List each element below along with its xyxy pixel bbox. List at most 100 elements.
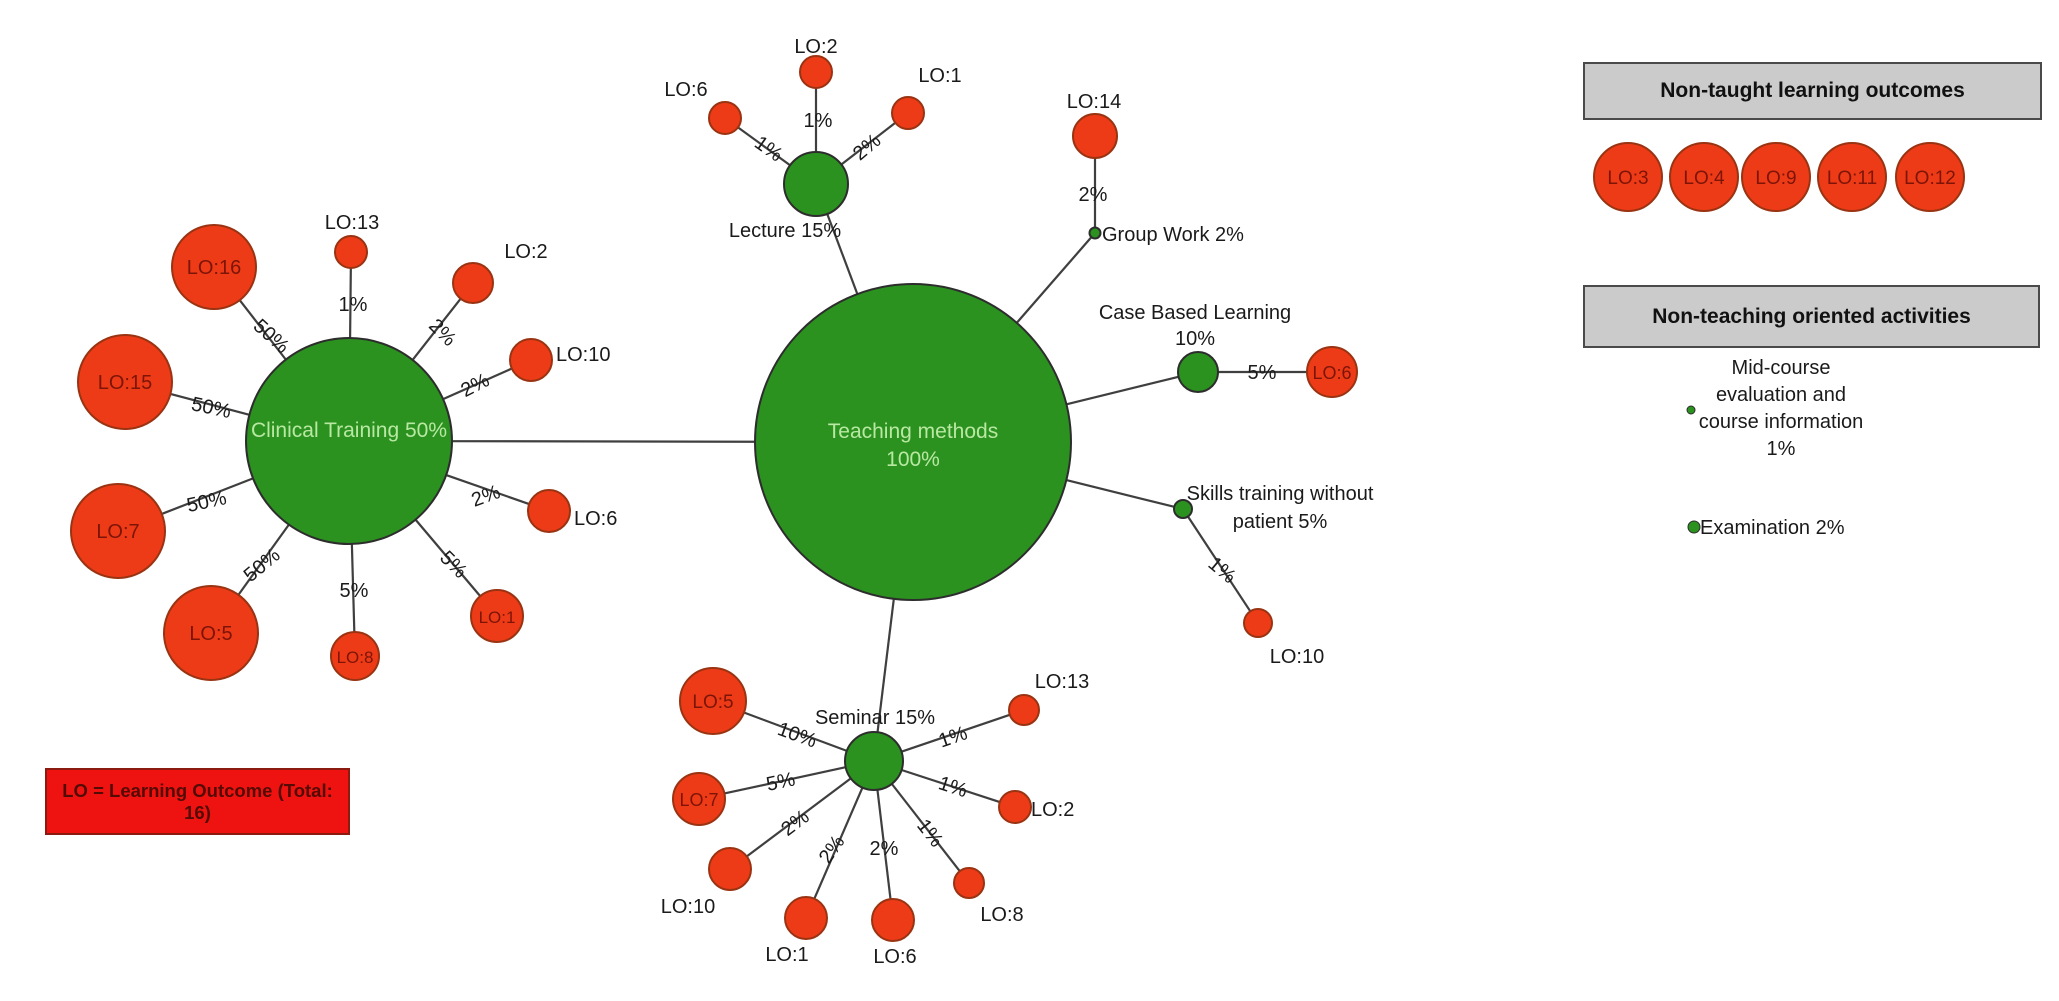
node-g14 <box>1072 113 1118 159</box>
non-teaching-header: Non-teaching oriented activities <box>1583 285 2040 348</box>
edge-label: 1% <box>750 132 786 167</box>
edge-teaching-groupwork <box>1015 236 1093 324</box>
edge-label: 5% <box>1248 362 1277 384</box>
node-label-se2: LO:2 <box>1031 799 1074 821</box>
node-label-l1: LO:1 <box>918 65 961 87</box>
node-label-c8: LO:8 <box>337 648 374 667</box>
edge-teaching-seminar <box>876 598 895 733</box>
mid-course-evaluation-label: 1% <box>1767 438 1796 460</box>
node-c1 <box>470 589 524 643</box>
edge-clinical-c2 <box>411 298 462 361</box>
non-taught-outcome-1 <box>1593 142 1663 212</box>
examination-label: Examination 2% <box>1700 517 1845 539</box>
edge-seminar-se8 <box>890 783 961 872</box>
edge-label: 1% <box>1204 553 1240 589</box>
node-teaching <box>754 283 1072 601</box>
node-label-groupwork: Group Work 2% <box>1102 224 1244 246</box>
node-label-seminar: Seminar 15% <box>815 707 935 729</box>
node-label-se7: LO:7 <box>679 790 718 810</box>
non-taught-outcome-label: LO:4 <box>1683 168 1725 189</box>
node-se2 <box>998 790 1032 824</box>
edge-seminar-se5 <box>743 711 848 752</box>
edge-layer <box>161 88 1307 900</box>
non-teaching-title: Non-teaching oriented activities <box>1652 304 1971 328</box>
examination-dot <box>1687 520 1701 534</box>
non-taught-outcome-label: LO:3 <box>1607 168 1648 189</box>
node-label-skills: Skills training without <box>1187 483 1374 505</box>
edge-label: 50% <box>189 393 233 423</box>
edge-label: 5% <box>764 768 797 796</box>
node-label-se6: LO:6 <box>873 946 916 968</box>
edge-seminar-se7 <box>724 766 846 795</box>
node-se7 <box>672 772 726 826</box>
node-label-c5: LO:5 <box>189 623 232 645</box>
node-c7 <box>70 483 166 579</box>
edge-seminar-se1 <box>813 787 864 900</box>
node-label-clinical: Clinical Training 50% <box>251 419 447 442</box>
legend-note: LO = Learning Outcome (Total: 16) <box>45 768 350 835</box>
edge-label: 10% <box>774 718 819 752</box>
node-label-cbl: Case Based Learning <box>1099 302 1291 324</box>
node-c2 <box>452 262 494 304</box>
non-taught-header: Non-taught learning outcomes <box>1583 62 2042 120</box>
node-label-se5: LO:5 <box>692 692 733 713</box>
edge-clinical-teaching <box>451 440 756 443</box>
edge-label: 5% <box>435 547 471 583</box>
edge-label: 1% <box>912 815 947 851</box>
non-taught-outcome-2 <box>1669 142 1739 212</box>
node-se13 <box>1008 694 1040 726</box>
edge-clinical-c8 <box>350 543 356 633</box>
node-label-l2: LO:2 <box>794 36 837 58</box>
node-skills <box>1173 499 1193 519</box>
edge-clinical-c5 <box>237 523 290 596</box>
node-label-se13: LO:13 <box>1035 671 1089 693</box>
node-label-se10: LO:10 <box>661 896 715 918</box>
node-c8 <box>330 631 380 681</box>
mid-course-evaluation-label: course information <box>1699 411 1864 433</box>
node-cbl <box>1177 351 1219 393</box>
edge-clinical-c16 <box>238 299 287 361</box>
node-lecture <box>783 151 849 217</box>
node-clinical <box>245 337 453 545</box>
edge-label: 2% <box>457 369 493 402</box>
node-label-cbl: 10% <box>1175 328 1215 350</box>
edge-seminar-se10 <box>746 777 852 858</box>
node-label-c7: LO:7 <box>96 521 139 543</box>
node-l1 <box>891 96 925 130</box>
node-label-c10: LO:10 <box>556 344 610 366</box>
edge-label: 2% <box>815 831 850 867</box>
node-se10 <box>708 847 752 891</box>
edge-label: 50% <box>240 544 285 587</box>
edge-label: 1% <box>936 722 971 752</box>
non-taught-outcome-3 <box>1741 142 1811 212</box>
node-l2 <box>799 55 833 89</box>
node-se8 <box>953 867 985 899</box>
non-taught-outcome-label: LO:12 <box>1904 168 1956 189</box>
edge-seminar-se2 <box>901 768 1001 804</box>
edge-teaching-skills <box>1066 478 1175 508</box>
mid-course-evaluation-dot <box>1686 405 1696 415</box>
mid-course-evaluation-label: Mid-course <box>1732 357 1831 379</box>
non-taught-title: Non-taught learning outcomes <box>1660 79 1965 102</box>
edge-seminar-se13 <box>901 713 1011 753</box>
node-layer <box>70 55 1965 942</box>
node-cb6 <box>1306 346 1358 398</box>
edge-label: 1% <box>339 294 368 316</box>
edge-clinical-c15 <box>170 392 250 416</box>
non-taught-outcome-5 <box>1895 142 1965 212</box>
node-label-cb6: LO:6 <box>1312 363 1351 383</box>
edge-clinical-c1 <box>414 518 482 597</box>
edge-label: 1% <box>936 772 970 802</box>
node-c15 <box>77 334 173 430</box>
edge-skills-s10 <box>1187 515 1252 612</box>
node-c16 <box>171 224 257 310</box>
edge-clinical-c10 <box>442 367 513 401</box>
edge-label: 1% <box>804 110 833 132</box>
non-taught-outcome-4 <box>1817 142 1887 212</box>
node-label-c13: LO:13 <box>325 212 379 234</box>
node-se6 <box>871 898 915 942</box>
node-label-skills: patient 5% <box>1233 511 1328 533</box>
edge-teaching-lecture <box>826 213 859 295</box>
